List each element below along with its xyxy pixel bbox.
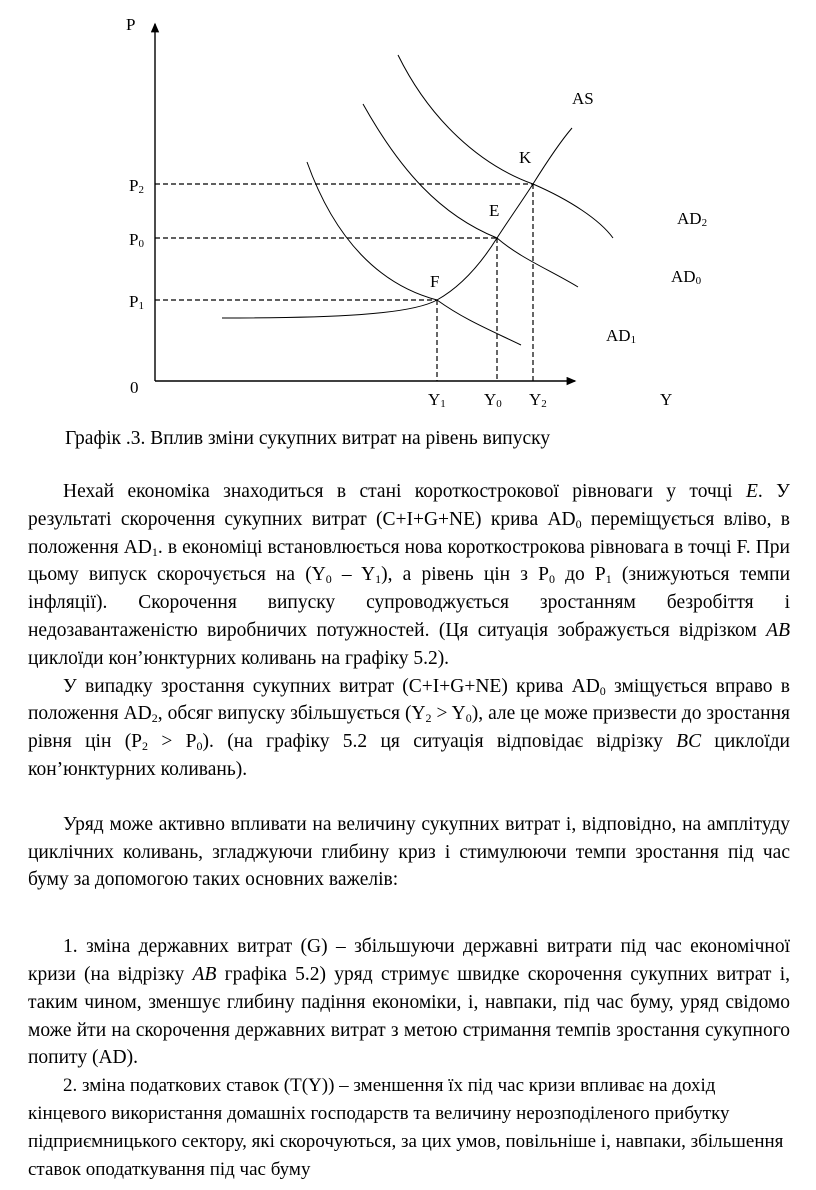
text-run: . в економіці встановлюється нова коротк… (28, 536, 790, 586)
subscript: 2 (425, 711, 432, 726)
text-run: циклоїди кон’юнктурних коливань). (28, 731, 790, 780)
italic-term: AB (766, 619, 790, 641)
text-run: , обсяг випуску збільшується (Y (157, 703, 426, 725)
subscript: 0 (548, 572, 555, 587)
subscript: 0 (575, 516, 582, 531)
text-run: графіка 5.2) уряд стримує швидке скороче… (28, 963, 790, 1069)
label-y1: Y1 (428, 390, 446, 410)
subscript: 0 (599, 683, 606, 698)
paragraph: Нехай економіка знаходиться в стані коро… (28, 478, 790, 673)
point-e: E (489, 201, 499, 220)
text-run: до P (554, 564, 606, 586)
paragraph: 1. зміна державних витрат (G) – збільшую… (28, 933, 790, 1072)
ad1-curve (306, 161, 522, 346)
label-y0: Y0 (484, 390, 502, 410)
label-ad0: AD0 (671, 267, 702, 287)
italic-term: BC (676, 731, 702, 753)
label-ad1: AD1 (606, 326, 636, 346)
italic-term: AB (192, 963, 217, 985)
label-as: AS (572, 89, 594, 108)
axis-label-y: Y (660, 390, 672, 409)
ad2-curve (397, 54, 614, 239)
text-run: > P (148, 731, 197, 753)
text-run: Нехай економіка знаходиться в стані коро… (63, 481, 746, 502)
subscript: 2 (142, 739, 149, 754)
text-run: . У результаті скорочення сукупних витра… (28, 481, 790, 530)
text-run: ). (на графіку 5.2 ця ситуація відповіда… (202, 731, 677, 753)
text-run: зміщується вправо в положення AD (28, 675, 791, 725)
label-p1: P1 (129, 292, 144, 312)
label-y2: Y2 (529, 390, 547, 410)
text-run: 2. зміна податкових ставок (T(Y)) – змен… (28, 1075, 784, 1180)
text-run: – Y (331, 564, 376, 586)
label-p0: P0 (129, 230, 144, 250)
ad0-curve (362, 103, 579, 288)
body-text: Нехай економіка знаходиться в стані коро… (28, 478, 790, 1183)
axis-label-p: P (126, 15, 135, 34)
subscript: 0 (196, 739, 203, 754)
text-run: переміщується вліво, в положення AD (28, 508, 790, 558)
text-run: У випадку зростання сукупних витрат (C+I… (63, 675, 600, 697)
point-f: F (430, 272, 439, 291)
origin-label: 0 (130, 378, 139, 397)
text-run: Уряд може активно впливати на величину с… (28, 813, 790, 891)
figure-caption: Графік .3. Вплив зміни сукупних витрат н… (65, 428, 551, 449)
text-run: циклоїди кон’юнктурних коливань на графі… (28, 647, 450, 669)
subscript: 1 (605, 572, 612, 587)
italic-term: E (746, 481, 758, 502)
subscript: 2 (151, 711, 158, 726)
text-run: > Y (431, 703, 466, 725)
text-run: ), а рівень цін з P (381, 564, 549, 586)
point-k: K (519, 148, 532, 167)
paragraph: Уряд може активно впливати на величину с… (28, 811, 790, 894)
as-curve (221, 127, 573, 319)
text-run: 1. зміна державних витрат (G) – збільшую… (28, 936, 790, 985)
text-run: (знижуються темпи інфляції). Скорочення … (28, 564, 791, 641)
subscript: 1 (151, 544, 158, 559)
ad-as-diagram: P Y 0 P2 P0 P1 Y1 Y0 Y2 AS AD2 AD0 AD1 K… (126, 15, 707, 410)
subscript: 0 (465, 711, 472, 726)
label-p2: P2 (129, 176, 144, 196)
text-run: ), але це може призвести до зростання рі… (28, 703, 791, 753)
subscript: 1 (375, 572, 382, 587)
paragraph: У випадку зростання сукупних витрат (C+I… (28, 673, 790, 784)
label-ad2: AD2 (677, 209, 707, 229)
paragraph: 2. зміна податкових ставок (T(Y)) – змен… (28, 1072, 790, 1183)
subscript: 0 (325, 572, 332, 587)
